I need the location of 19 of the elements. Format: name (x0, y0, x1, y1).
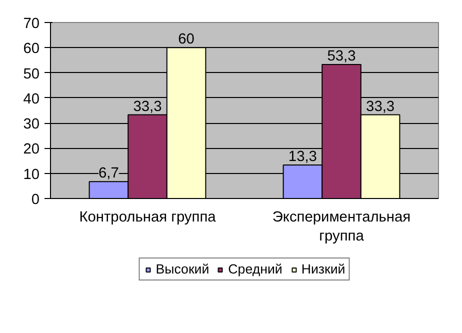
x-tick-label: Экспериментальная группа (272, 210, 411, 245)
data-label: 13,3 (288, 149, 317, 166)
data-label: 6,7 (98, 166, 119, 182)
data-label: 33,3 (366, 98, 395, 115)
y-tick-label: 50 (23, 66, 40, 82)
y-tick-label: 0 (31, 192, 40, 208)
legend-label: Средний (228, 262, 282, 276)
legend-label: Низкий (301, 262, 346, 276)
data-label: 33,3 (133, 98, 162, 115)
y-tick-label: 30 (23, 116, 40, 133)
y-tick-label: 70 (23, 16, 40, 32)
data-label: 60 (178, 32, 194, 48)
data-label: 53,3 (327, 48, 356, 64)
x-tick-label: Контрольная группа (79, 210, 217, 226)
y-tick-label: 20 (23, 142, 40, 158)
y-tick-label: 40 (23, 91, 40, 108)
y-tick-label: 10 (23, 166, 40, 183)
legend-label: Высокий (156, 262, 210, 276)
y-tick-label: 60 (23, 41, 40, 58)
